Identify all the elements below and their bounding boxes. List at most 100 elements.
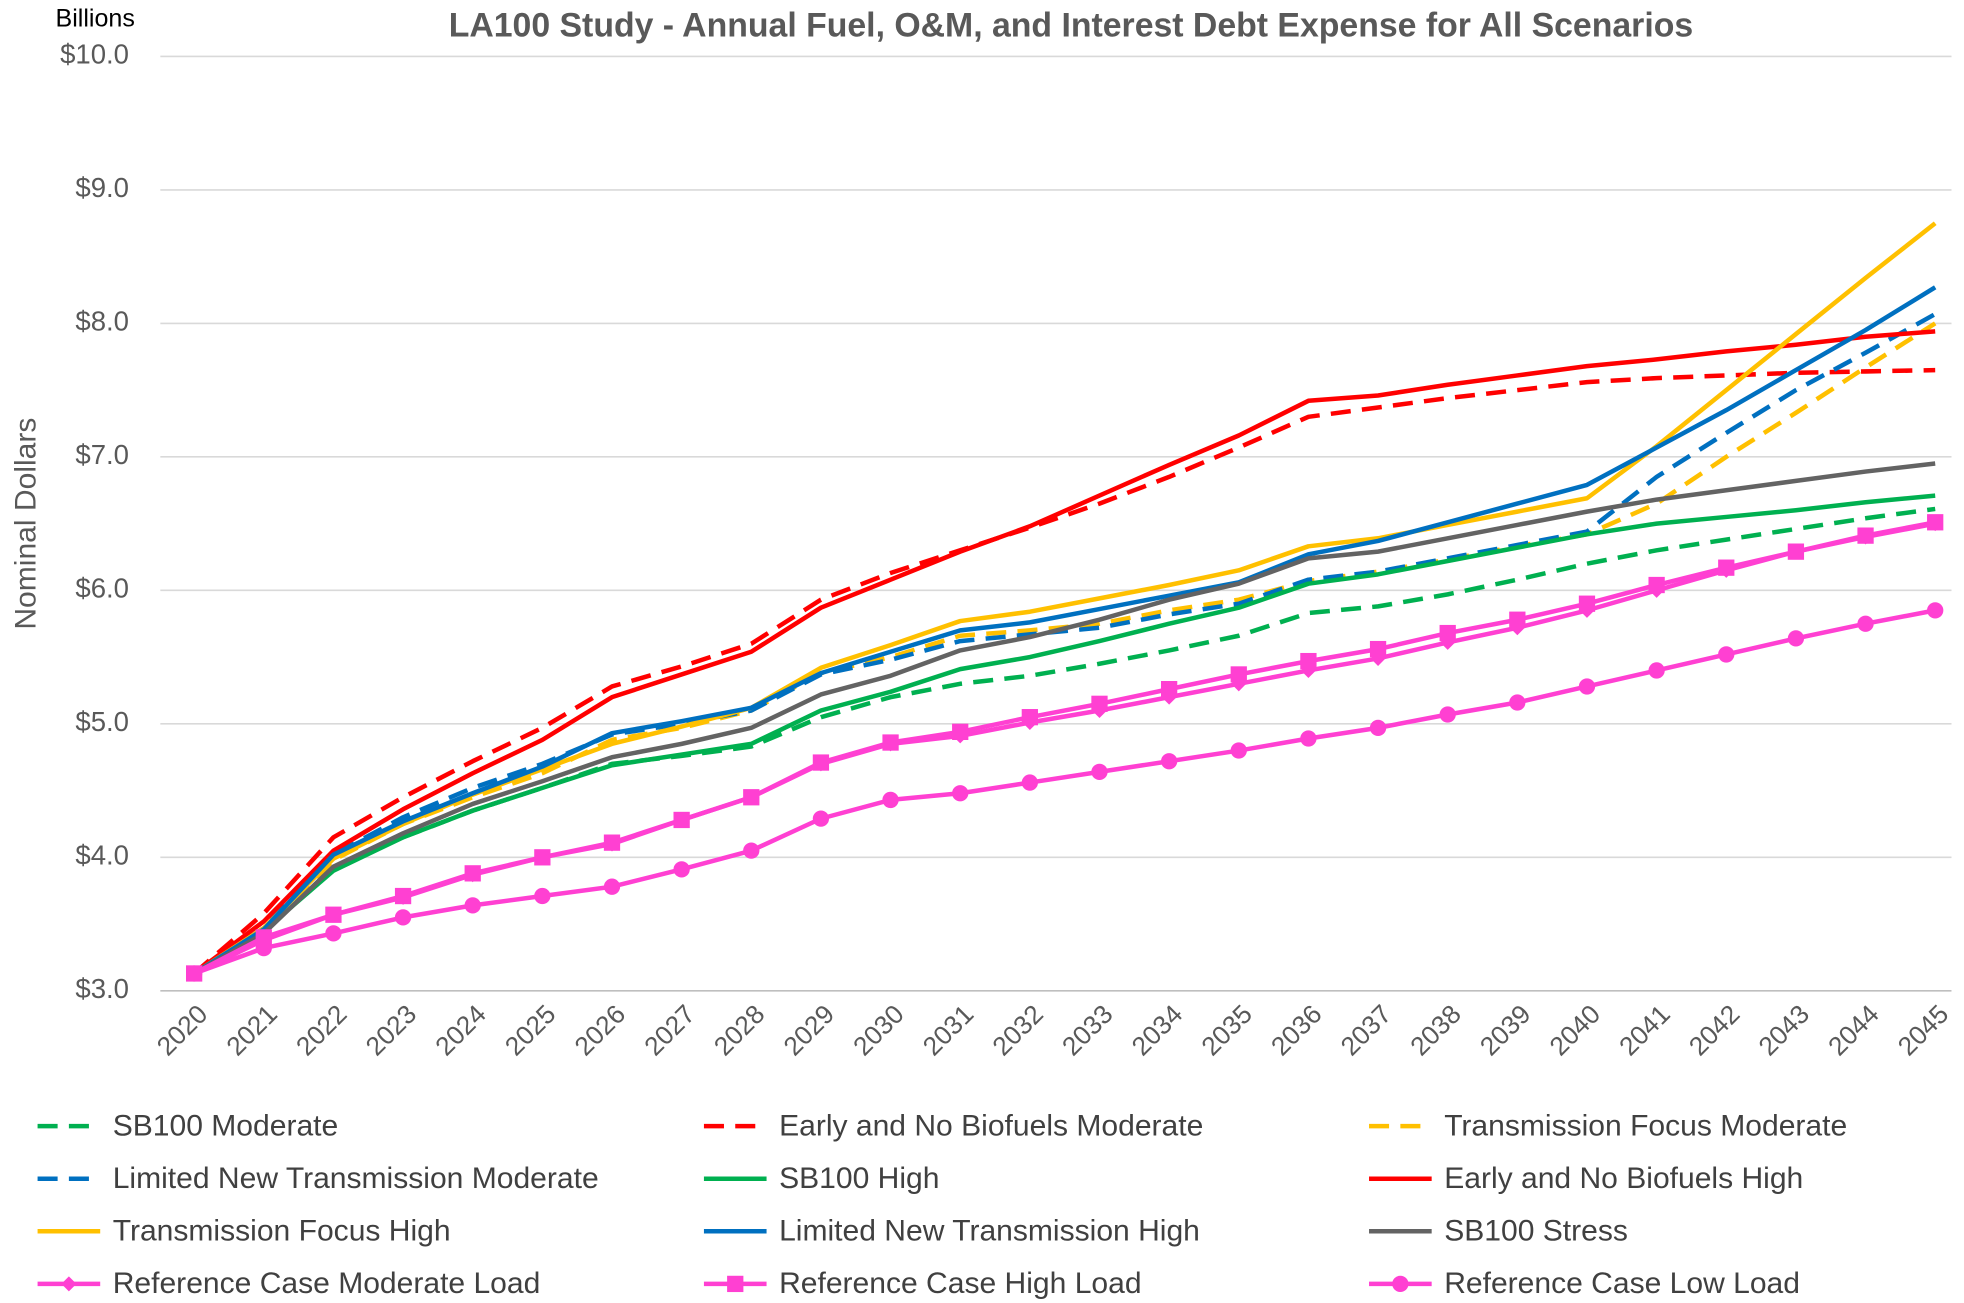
marker <box>1509 611 1526 628</box>
x-tick-label: 2042 <box>1683 999 1746 1062</box>
marker <box>673 811 690 829</box>
legend-label: Reference Case Moderate Load <box>113 1267 541 1300</box>
series-line <box>192 221 1937 976</box>
marker <box>1369 719 1387 736</box>
marker <box>673 861 690 878</box>
y-tick-label: $10.0 <box>60 39 129 70</box>
marker <box>743 842 760 859</box>
series-line <box>192 285 1937 976</box>
y-tick-label: $7.0 <box>75 439 129 470</box>
marker <box>1509 694 1526 711</box>
x-tick-label: 2043 <box>1752 999 1815 1062</box>
x-tick-label: 2028 <box>708 999 771 1062</box>
legend-label: Limited New Transmission Moderate <box>113 1162 599 1195</box>
x-tick-label: 2037 <box>1335 999 1398 1062</box>
x-tick-label: 2022 <box>290 999 353 1062</box>
marker <box>952 785 969 802</box>
marker <box>1300 652 1317 670</box>
series <box>192 285 1937 976</box>
x-tick-label: 2023 <box>360 999 423 1062</box>
marker <box>464 897 481 914</box>
marker <box>1160 753 1178 770</box>
marker <box>534 849 551 866</box>
marker <box>1927 602 1944 619</box>
marker <box>812 754 830 771</box>
marker <box>1230 666 1247 683</box>
marker <box>1718 559 1735 576</box>
marker <box>61 1276 77 1292</box>
series-line <box>192 367 1936 976</box>
marker <box>534 887 551 905</box>
y-tick-label: $6.0 <box>75 573 129 604</box>
series <box>192 329 1936 976</box>
x-tick-label: 2027 <box>638 999 701 1062</box>
y-tick-label: $4.0 <box>75 840 129 871</box>
marker <box>743 789 760 806</box>
marker <box>1787 630 1805 647</box>
marker <box>1439 706 1456 723</box>
series-line <box>193 608 1936 976</box>
x-tick-label: 2034 <box>1126 999 1189 1062</box>
marker <box>1718 646 1735 663</box>
series <box>193 461 1936 976</box>
series-line <box>192 329 1936 976</box>
legend-label: Early and No Biofuels High <box>1444 1162 1803 1195</box>
marker <box>1857 615 1874 632</box>
marker <box>812 810 830 827</box>
x-tick-label: 2029 <box>778 999 841 1062</box>
marker <box>727 1275 744 1293</box>
x-tick-label: 2040 <box>1544 999 1607 1062</box>
x-tick-label: 2030 <box>847 999 910 1062</box>
marker <box>1648 576 1665 594</box>
series <box>192 221 1937 976</box>
y-tick-label: $8.0 <box>75 306 129 337</box>
x-tick-label: 2035 <box>1195 999 1258 1062</box>
x-tick-label: 2039 <box>1474 999 1537 1062</box>
y-unit-label: Billions <box>56 5 135 33</box>
marker <box>325 925 342 942</box>
marker <box>186 965 203 982</box>
legend-label: Transmission Focus Moderate <box>1444 1109 1847 1142</box>
legend-label: SB100 Stress <box>1444 1214 1628 1247</box>
x-tick-label: 2020 <box>151 999 214 1062</box>
marker <box>952 723 969 740</box>
marker <box>255 939 272 957</box>
marker <box>882 791 899 809</box>
chart-title: LA100 Study - Annual Fuel, O&M, and Inte… <box>449 7 1693 45</box>
series-line <box>193 461 1936 976</box>
y-tick-label: $9.0 <box>75 172 129 203</box>
marker <box>1648 662 1665 679</box>
x-tick-label: 2025 <box>499 999 562 1062</box>
legend-label: Transmission Focus High <box>113 1214 451 1247</box>
marker <box>1927 514 1944 531</box>
series <box>186 602 1944 982</box>
marker <box>1857 527 1874 544</box>
series-line <box>192 312 1937 976</box>
marker <box>603 878 621 895</box>
series <box>186 514 1944 982</box>
legend-label: SB100 High <box>779 1162 939 1195</box>
marker <box>464 865 481 882</box>
marker <box>1787 543 1805 560</box>
marker <box>1578 595 1596 612</box>
marker <box>1160 680 1178 698</box>
marker <box>1392 1275 1409 1293</box>
marker <box>603 834 621 851</box>
x-tick-label: 2026 <box>569 999 632 1062</box>
x-tick-label: 2031 <box>917 999 980 1062</box>
legend-label: Early and No Biofuels Moderate <box>779 1109 1203 1142</box>
x-tick-label: 2024 <box>429 999 492 1062</box>
marker <box>1021 709 1038 726</box>
x-tick-label: 2041 <box>1613 999 1676 1062</box>
marker <box>1578 678 1596 695</box>
marker <box>394 909 412 926</box>
legend-label: SB100 Moderate <box>113 1109 339 1142</box>
legend-label: Reference Case Low Load <box>1444 1267 1800 1300</box>
marker <box>882 734 899 751</box>
marker <box>1369 640 1387 658</box>
series <box>192 312 1937 976</box>
marker <box>394 887 412 905</box>
series-line <box>193 520 1936 976</box>
legend-label: Limited New Transmission High <box>779 1214 1200 1247</box>
